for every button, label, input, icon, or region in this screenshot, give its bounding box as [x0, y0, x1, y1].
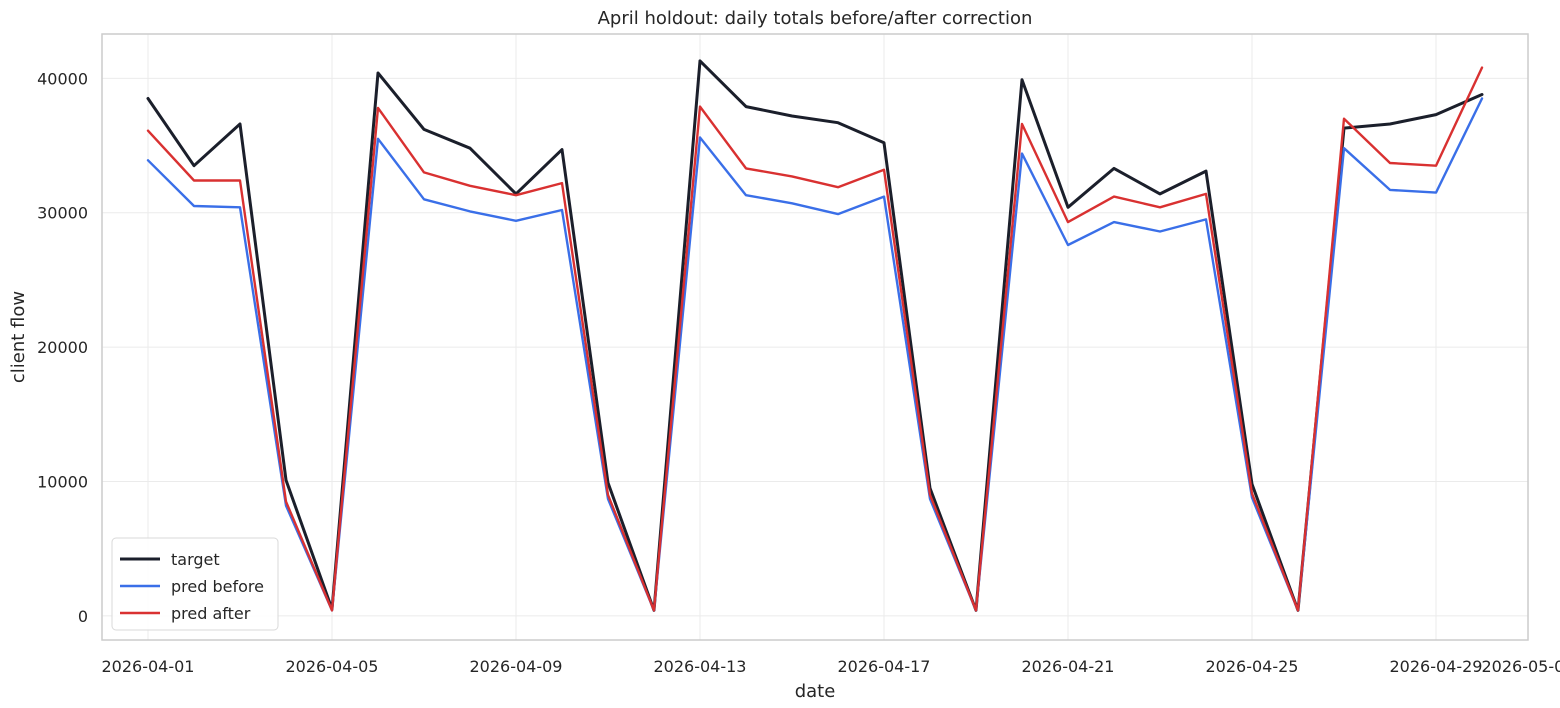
- x-tick-label: 2026-05-01: [1482, 657, 1560, 676]
- x-tick-label: 2026-04-05: [286, 657, 379, 676]
- y-tick-label: 30000: [37, 204, 88, 223]
- x-axis-label: date: [795, 681, 836, 702]
- x-ticks: 2026-04-01 2026-04-05 2026-04-09 2026-04-13…: [102, 657, 1560, 676]
- y-tick-label: 10000: [37, 472, 88, 491]
- y-axis-label: client flow: [8, 291, 29, 383]
- x-tick-label: 2026-04-21: [1022, 657, 1115, 676]
- plot-border: [101, 33, 1529, 641]
- x-tick-label: 2026-04-09: [470, 657, 563, 676]
- plot-area: [102, 34, 1528, 640]
- legend-label-target: target: [171, 550, 220, 569]
- legend-label-pred-before: pred before: [171, 577, 264, 596]
- grid: [102, 34, 1529, 640]
- legend: target pred before pred after: [111, 537, 279, 631]
- x-tick-label: 2026-04-13: [654, 657, 747, 676]
- x-tick-label: 2026-04-17: [838, 657, 931, 676]
- x-tick-label: 2026-04-29: [1390, 657, 1483, 676]
- legend-items: target pred before pred after: [120, 550, 264, 623]
- x-tick-label: 2026-04-01: [102, 657, 195, 676]
- series-line-pred-after: [146, 66, 1484, 612]
- legend-label-pred-after: pred after: [171, 604, 251, 623]
- y-tick-label: 20000: [37, 338, 88, 357]
- series-layer: [146, 59, 1484, 612]
- legend-box: [111, 537, 279, 631]
- series-line-pred-before: [146, 97, 1484, 612]
- chart-title: April holdout: daily totals before/after…: [598, 8, 1033, 29]
- series-line-target: [146, 59, 1484, 612]
- y-tick-label: 40000: [37, 69, 88, 88]
- x-tick-label: 2026-04-25: [1206, 657, 1299, 676]
- y-ticks: 0 10000 20000 30000 40000: [37, 69, 88, 625]
- y-tick-label: 0: [78, 607, 88, 626]
